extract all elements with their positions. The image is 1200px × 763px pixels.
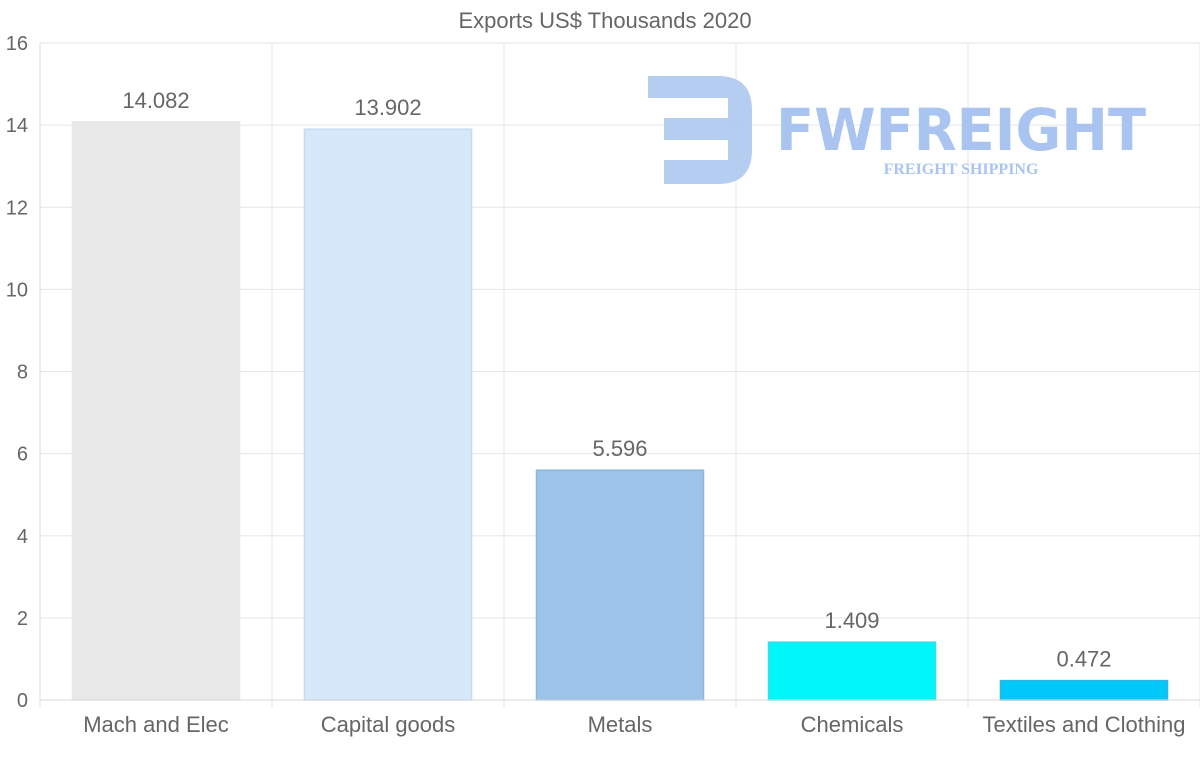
y-tick-label: 6 bbox=[17, 444, 28, 466]
watermark-tagline: FREIGHT SHIPPING bbox=[884, 161, 1039, 178]
data-label: 13.902 bbox=[354, 95, 421, 120]
x-tick-label: Metals bbox=[588, 712, 653, 737]
bar bbox=[71, 121, 241, 701]
x-tick-label: Textiles and Clothing bbox=[982, 712, 1185, 737]
labels: 0 2 4 6 8 10 12 14 16 14.082 Mach and Elec 13.902 Ca… bbox=[6, 33, 1186, 737]
bar bbox=[303, 128, 473, 701]
bars bbox=[71, 121, 1169, 701]
y-tick-label: 10 bbox=[6, 279, 28, 301]
watermark-brand: FWFREIGHT bbox=[776, 96, 1146, 164]
x-tick-label: Chemicals bbox=[801, 712, 904, 737]
bar bbox=[999, 679, 1169, 701]
x-tick-label: Capital goods bbox=[321, 712, 456, 737]
y-tick-label: 4 bbox=[17, 526, 28, 548]
y-tick-label: 12 bbox=[6, 197, 28, 219]
watermark-logo-icon bbox=[648, 76, 752, 184]
bar bbox=[535, 469, 705, 701]
y-tick-label: 16 bbox=[6, 33, 28, 55]
y-tick-label: 8 bbox=[17, 362, 28, 384]
chart-title: Exports US$ Thousands 2020 bbox=[458, 8, 751, 33]
data-label: 14.082 bbox=[122, 88, 189, 113]
x-tick-label: Mach and Elec bbox=[83, 712, 229, 737]
data-label: 5.596 bbox=[592, 436, 647, 461]
watermark: FWFREIGHT FREIGHT SHIPPING bbox=[648, 76, 1146, 184]
data-label: 1.409 bbox=[824, 608, 879, 633]
y-tick-label: 0 bbox=[17, 690, 28, 712]
data-label: 0.472 bbox=[1056, 647, 1111, 672]
y-tick-label: 2 bbox=[17, 608, 28, 630]
axes bbox=[39, 43, 1200, 701]
y-tick-label: 14 bbox=[6, 115, 28, 137]
bar bbox=[767, 641, 937, 701]
